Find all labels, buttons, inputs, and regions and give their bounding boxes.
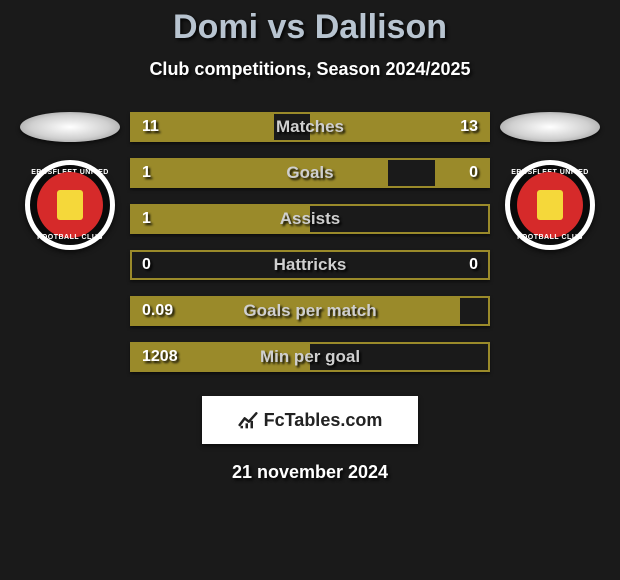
comparison-section: EBBSFLEET UNITED FOOTBALL CLUB Matches11…	[0, 112, 620, 372]
brand-box[interactable]: FcTables.com	[202, 396, 418, 444]
bar-fill-left	[132, 298, 460, 324]
bar-fill-left	[132, 160, 388, 186]
badge-inner	[517, 172, 583, 238]
left-player-col: EBBSFLEET UNITED FOOTBALL CLUB	[20, 112, 120, 250]
brand-text: FcTables.com	[264, 410, 383, 431]
badge-center	[537, 190, 563, 220]
stat-row: Hattricks0 0	[130, 250, 490, 280]
stat-value-right: 0	[469, 256, 478, 274]
stat-row: Matches1113	[130, 112, 490, 142]
bar-fill-right	[435, 160, 488, 186]
page-title: Domi vs Dallison	[0, 8, 620, 47]
player-photo-right	[500, 112, 600, 142]
date-text: 21 november 2024	[0, 462, 620, 483]
stat-value-left: 0	[142, 256, 151, 274]
bar-fill-left	[132, 344, 310, 370]
bar-fill-left	[132, 114, 274, 140]
stat-row: Goals per match0.09	[130, 296, 490, 326]
subtitle: Club competitions, Season 2024/2025	[0, 59, 620, 80]
stat-row: Goals10	[130, 158, 490, 188]
stat-label: Hattricks	[132, 255, 488, 275]
stat-row: Min per goal1208	[130, 342, 490, 372]
badge-inner	[37, 172, 103, 238]
badge-text-bottom: FOOTBALL CLUB	[30, 234, 110, 241]
player-photo-left	[20, 112, 120, 142]
chart-icon	[238, 410, 258, 430]
club-badge-right: EBBSFLEET UNITED FOOTBALL CLUB	[505, 160, 595, 250]
badge-center	[57, 190, 83, 220]
right-player-col: EBBSFLEET UNITED FOOTBALL CLUB	[500, 112, 600, 250]
stat-row: Assists1	[130, 204, 490, 234]
bars-column: Matches1113 Goals10 Assists1 Hattricks0 0 Goa…	[130, 112, 490, 372]
badge-text-bottom: FOOTBALL CLUB	[510, 234, 590, 241]
club-badge-left: EBBSFLEET UNITED FOOTBALL CLUB	[25, 160, 115, 250]
bar-fill-left	[132, 206, 310, 232]
bar-fill-right	[310, 114, 488, 140]
